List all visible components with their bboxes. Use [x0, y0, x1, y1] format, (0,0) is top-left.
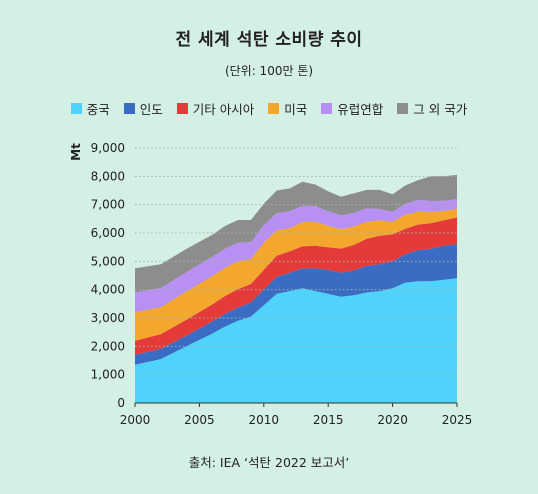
y-tick-label: 4,000 [91, 283, 125, 297]
y-tick-label: 0 [117, 396, 125, 410]
y-tick-label: 1,000 [91, 368, 125, 382]
x-tick-label: 2010 [249, 413, 280, 427]
legend-label: 중국 [86, 102, 110, 117]
area-series [135, 278, 457, 403]
y-tick-label: 8,000 [91, 169, 125, 183]
y-tick-label: 3,000 [91, 311, 125, 325]
legend-item: 기타 아시아 [176, 99, 255, 118]
legend-label: 그 외 국가 [413, 102, 468, 117]
area-series [135, 244, 457, 365]
y-tick-label: 2,000 [91, 339, 125, 353]
legend-swatch [397, 103, 409, 114]
legend-item: 유럽연합 [321, 99, 383, 118]
area-series [135, 199, 457, 313]
x-tick-label: 2025 [442, 413, 473, 427]
y-tick-label: 9,000 [91, 141, 125, 155]
legend-item: 중국 [70, 99, 110, 118]
legend-swatch [176, 103, 188, 114]
x-tick-label: 2000 [120, 413, 151, 427]
x-tick-label: 2020 [377, 413, 408, 427]
legend-label: 유럽연합 [337, 102, 384, 117]
y-axis-label: Mt [69, 143, 83, 161]
legend-swatch [123, 103, 135, 114]
legend-swatch [268, 103, 280, 114]
chart-title: 전 세계 석탄 소비량 추이 [175, 30, 363, 50]
area-series [135, 208, 457, 341]
chart-legend: 중국 인도 기타 아시아 미국 유럽연합 그 외 국가 [0, 99, 538, 118]
chart-subtitle: (단위: 100만 톤) [224, 64, 314, 78]
legend-item: 인도 [123, 99, 163, 118]
legend-label: 미국 [284, 102, 308, 117]
legend-label: 기타 아시아 [192, 102, 255, 117]
legend-swatch [70, 103, 82, 114]
legend-swatch [321, 103, 333, 114]
y-tick-label: 5,000 [91, 254, 125, 268]
x-tick-label: 2005 [184, 413, 215, 427]
legend-item: 미국 [268, 99, 307, 118]
legend-item: 그 외 국가 [397, 99, 467, 118]
legend-label: 인도 [139, 102, 163, 117]
y-tick-label: 6,000 [91, 226, 125, 240]
source-note: 출처: IEA ‘석탄 2022 보고서’ [188, 455, 350, 470]
y-tick-label: 7,000 [91, 198, 125, 212]
area-series [135, 217, 457, 355]
x-tick-label: 2015 [313, 413, 344, 427]
